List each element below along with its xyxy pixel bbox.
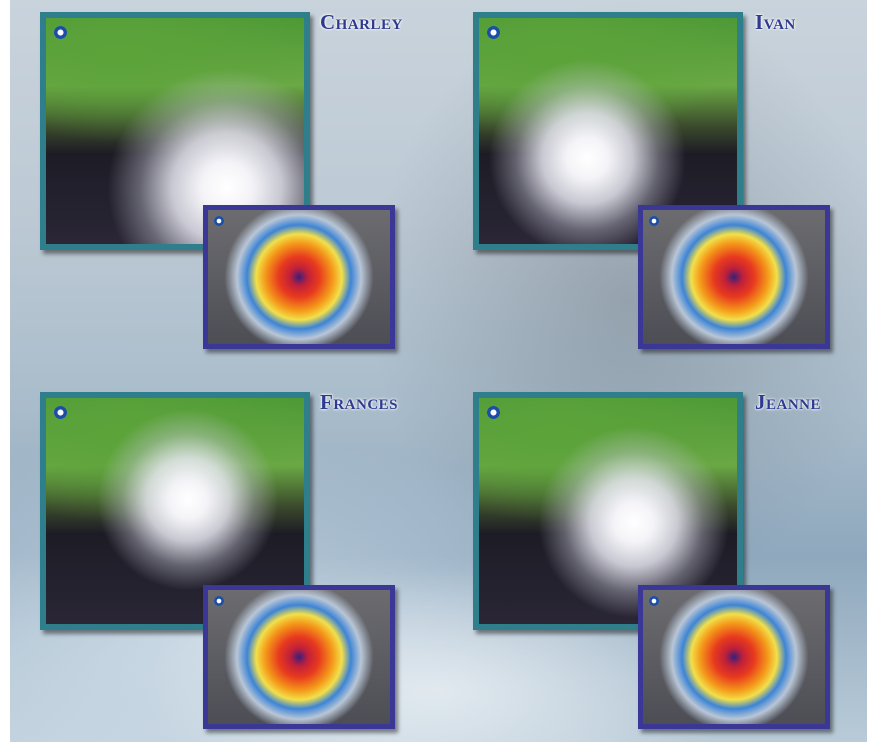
noaa-logo — [487, 26, 500, 39]
noaa-logo — [487, 406, 500, 419]
infrared-image — [203, 585, 395, 729]
hurricane-name: Charley — [320, 10, 403, 34]
infrared-view — [643, 210, 825, 344]
hurricane-name: Ivan — [755, 10, 796, 34]
hurricane-name: Jeanne — [755, 390, 822, 414]
hurricane-name: Frances — [320, 390, 399, 414]
infrared-image — [638, 585, 830, 729]
noaa-logo — [54, 406, 67, 419]
noaa-logo — [214, 596, 224, 606]
infrared-image — [638, 205, 830, 349]
noaa-logo — [649, 216, 659, 226]
infrared-view — [208, 590, 390, 724]
infrared-view — [208, 210, 390, 344]
poster: Charley Ivan Frances Jeanne — [10, 0, 867, 742]
infrared-view — [643, 590, 825, 724]
noaa-logo — [649, 596, 659, 606]
satellite-image — [473, 392, 743, 630]
noaa-logo — [54, 26, 67, 39]
infrared-image — [203, 205, 395, 349]
noaa-logo — [214, 216, 224, 226]
